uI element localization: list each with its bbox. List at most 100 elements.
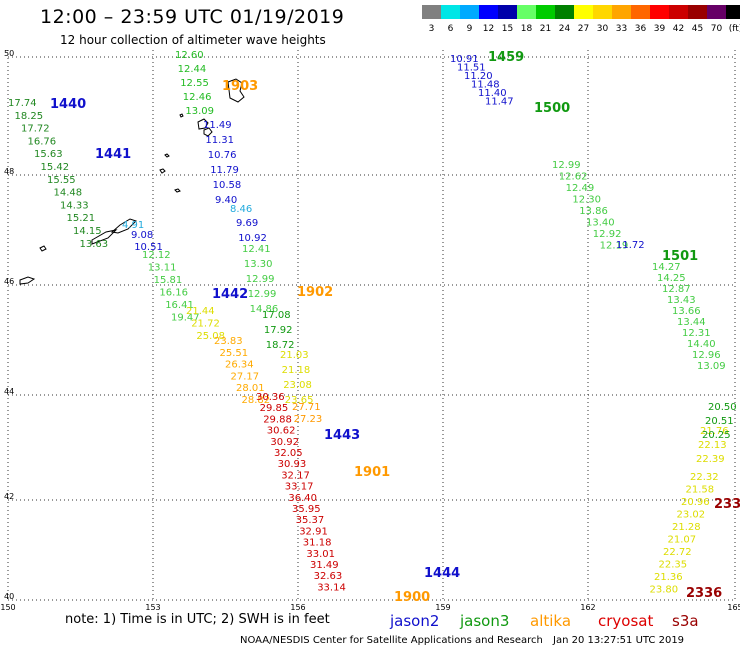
wave-height-value: 22.72 [663,547,692,558]
wave-height-value: 21.03 [280,350,309,361]
wave-height-value: 12.96 [692,350,721,361]
scale-label: 21 [540,24,551,34]
wave-height-value: 29.88 [263,414,292,425]
wave-height-value: 20.51 [705,416,734,427]
scale-label: 18 [521,24,533,34]
wave-height-value: 13.11 [148,263,177,274]
legend-jason3: jason3 [460,612,510,630]
wave-height-value: 12.99 [246,274,275,285]
wave-height-value: 12.49 [566,183,595,194]
wave-height-value: 14.40 [687,339,716,350]
wave-height-value: 12.99 [248,289,277,300]
wave-height-value: 15.81 [154,275,183,286]
wave-height-value: 32.63 [314,571,343,582]
wave-height-value: 12.31 [682,328,711,339]
wave-height-value: 14.86 [250,304,279,315]
wave-height-value: 16.76 [28,136,57,147]
lon-tick-label: 156 [290,603,305,612]
lat-tick-label: 40 [4,592,14,601]
wave-height-value: 12.44 [178,64,207,75]
scale-swatch [555,5,574,19]
scale-swatch [536,5,555,19]
island-outline [174,188,181,193]
wave-height-value: 21.44 [186,306,215,317]
lat-tick-label: 50 [4,49,14,58]
wave-height-value: 9.08 [131,230,153,241]
wave-height-value: 13.40 [586,218,615,229]
wave-height-value: 25.08 [196,331,225,342]
wave-height-value: 10.51 [134,242,163,253]
pass-number-label: 1903 [222,79,258,94]
wave-height-value: 8.46 [230,204,252,215]
wave-height-value: 30.36 [256,392,285,403]
wave-height-value: 11.79 [210,165,239,176]
footer-credit: NOAA/NESDIS Center for Satellite Applica… [240,635,543,646]
wave-height-value: 27.17 [231,371,260,382]
wave-height-value: 12.92 [593,229,622,240]
wave-height-value: 16.16 [159,288,188,299]
wave-height-value: 32.05 [274,448,303,459]
pass-number-label: 1443 [324,428,360,443]
wave-height-value: 27.23 [294,414,323,425]
scale-swatch [707,5,726,19]
wave-height-value: 16.41 [165,300,194,311]
scale-swatch [631,5,650,19]
scale-swatch [612,5,631,19]
scale-swatch [422,5,441,19]
wave-height-value: 23.83 [214,336,243,347]
island-outline [203,127,213,137]
wave-height-value: 30.93 [278,459,307,470]
wave-height-value: 23.80 [650,585,679,596]
island-outline [179,113,184,118]
wave-height-value: 4.91 [122,220,144,231]
map-title: 12:00 – 23:59 UTC 01/19/2019 [40,6,345,28]
wave-height-value: 21.72 [191,319,220,330]
wave-height-value: 31.18 [303,538,332,549]
wave-height-value: 13.43 [667,295,696,306]
wave-height-value: 15.42 [41,162,70,173]
scale-swatch [441,5,460,19]
wave-height-value: 35.95 [292,504,321,515]
scale-label: 6 [448,24,454,34]
lon-tick-label: 153 [145,603,160,612]
pass-number-label: 1442 [212,287,248,302]
legend-cryosat: cryosat [598,612,654,630]
wave-height-value: 10.92 [238,233,267,244]
scale-label: 24 [559,24,571,34]
axis-tick-labels: 150 153 156 159 162 165 50 48 46 44 42 40 [0,49,740,612]
wave-height-value: 33.01 [306,549,335,560]
wave-height-value: 30.92 [270,437,299,448]
wave-height-value: 17.08 [262,310,291,321]
wave-height-value: 36.40 [288,493,317,504]
island-outline [164,153,170,158]
wave-height-value: 28.82 [242,395,271,406]
wave-height-value: 20.50 [708,402,737,413]
wave-height-value: 11.51 [457,63,486,74]
wave-height-value: 32.17 [281,470,310,481]
wave-height-value: 30.62 [267,426,296,437]
wave-height-value: 12.30 [572,195,601,206]
wave-height-value: 15.55 [47,175,76,186]
island-outline [227,78,245,103]
scale-swatch [726,5,740,19]
footer-timestamp: Jan 20 13:27:51 UTC 2019 [553,635,685,646]
wave-height-value: 26.34 [225,360,254,371]
wave-height-value: 10.58 [213,180,242,191]
wave-height-value: 19.47 [171,313,200,324]
lon-tick-label: 150 [0,603,15,612]
wave-height-value: 21.58 [686,485,715,496]
wave-height-value: 31.49 [310,560,339,571]
island-outline [39,245,47,252]
legend-altika: altika [530,612,572,630]
wave-height-value: 12.46 [183,92,212,103]
island-outline [110,218,137,234]
scale-label: 45 [692,24,703,34]
altimeter-tracks: 12.60 12.44 12.55 12.46 13.09 11.49 11.31 10.76… [8,50,737,596]
lat-tick-label: 46 [4,277,14,286]
scale-label: 12 [483,24,494,34]
wave-height-value: 12.60 [175,50,204,61]
wave-height-value: 22.35 [659,560,688,571]
scale-swatch [517,5,536,19]
wave-height-value: 13.86 [579,206,608,217]
